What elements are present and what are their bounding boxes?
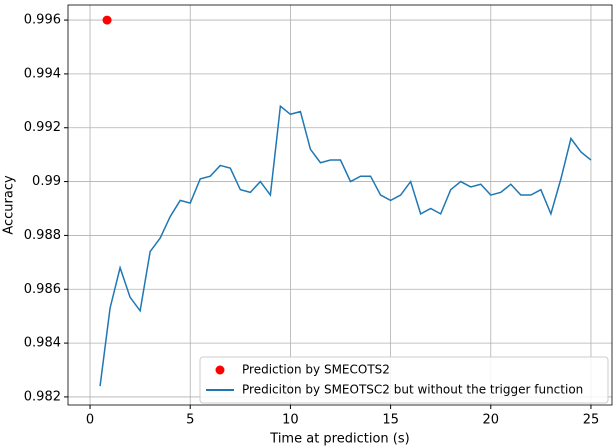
line (99, 104, 592, 387)
y-tick-label: 0.988 (24, 228, 61, 243)
y-tick-label: 0.992 (24, 120, 61, 135)
x-tick-label: 10 (282, 413, 299, 428)
legend-marker (215, 365, 225, 375)
point (102, 15, 112, 25)
x-tick-label: 0 (86, 413, 94, 428)
y-tick-label: 0.996 (24, 13, 61, 28)
legend-label: Prediction by SMECOTS2 (242, 363, 390, 377)
x-tick-label: 20 (483, 413, 500, 428)
y-axis-label: Accuracy (2, 175, 17, 235)
y-tick-label: 0.984 (24, 336, 61, 351)
y-tick-label: 0.982 (24, 389, 61, 404)
legend: Prediction by SMECOTS2 Prediciton by SMEO… (199, 356, 609, 404)
legend-label: Prediciton by SMEOTSC2 but without the t… (242, 383, 583, 397)
y-tick-label: 0.99 (32, 174, 61, 189)
y-tick-label: 0.994 (24, 66, 61, 81)
x-tick-label: 15 (382, 413, 399, 428)
legend-box (199, 356, 609, 404)
plot-frame (67, 4, 613, 406)
x-tick-label: 25 (583, 413, 600, 428)
x-tick-label: 5 (186, 413, 194, 428)
y-tick-label: 0.986 (24, 282, 61, 297)
x-axis-label: Time at prediction (s) (269, 432, 409, 447)
